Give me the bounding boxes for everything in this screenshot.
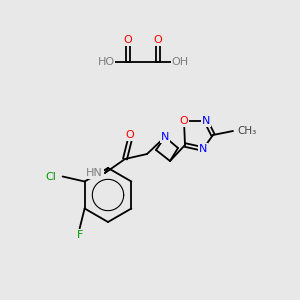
Text: HO: HO [98, 57, 115, 67]
Text: O: O [154, 35, 162, 45]
Text: CH₃: CH₃ [237, 126, 256, 136]
Text: O: O [126, 130, 134, 140]
Text: O: O [180, 116, 188, 126]
Text: OH: OH [171, 57, 189, 67]
Text: HN: HN [86, 168, 103, 178]
Text: F: F [76, 230, 83, 239]
Text: Cl: Cl [46, 172, 57, 182]
Text: N: N [202, 116, 210, 126]
Text: O: O [124, 35, 132, 45]
Text: N: N [161, 132, 169, 142]
Text: N: N [199, 144, 207, 154]
